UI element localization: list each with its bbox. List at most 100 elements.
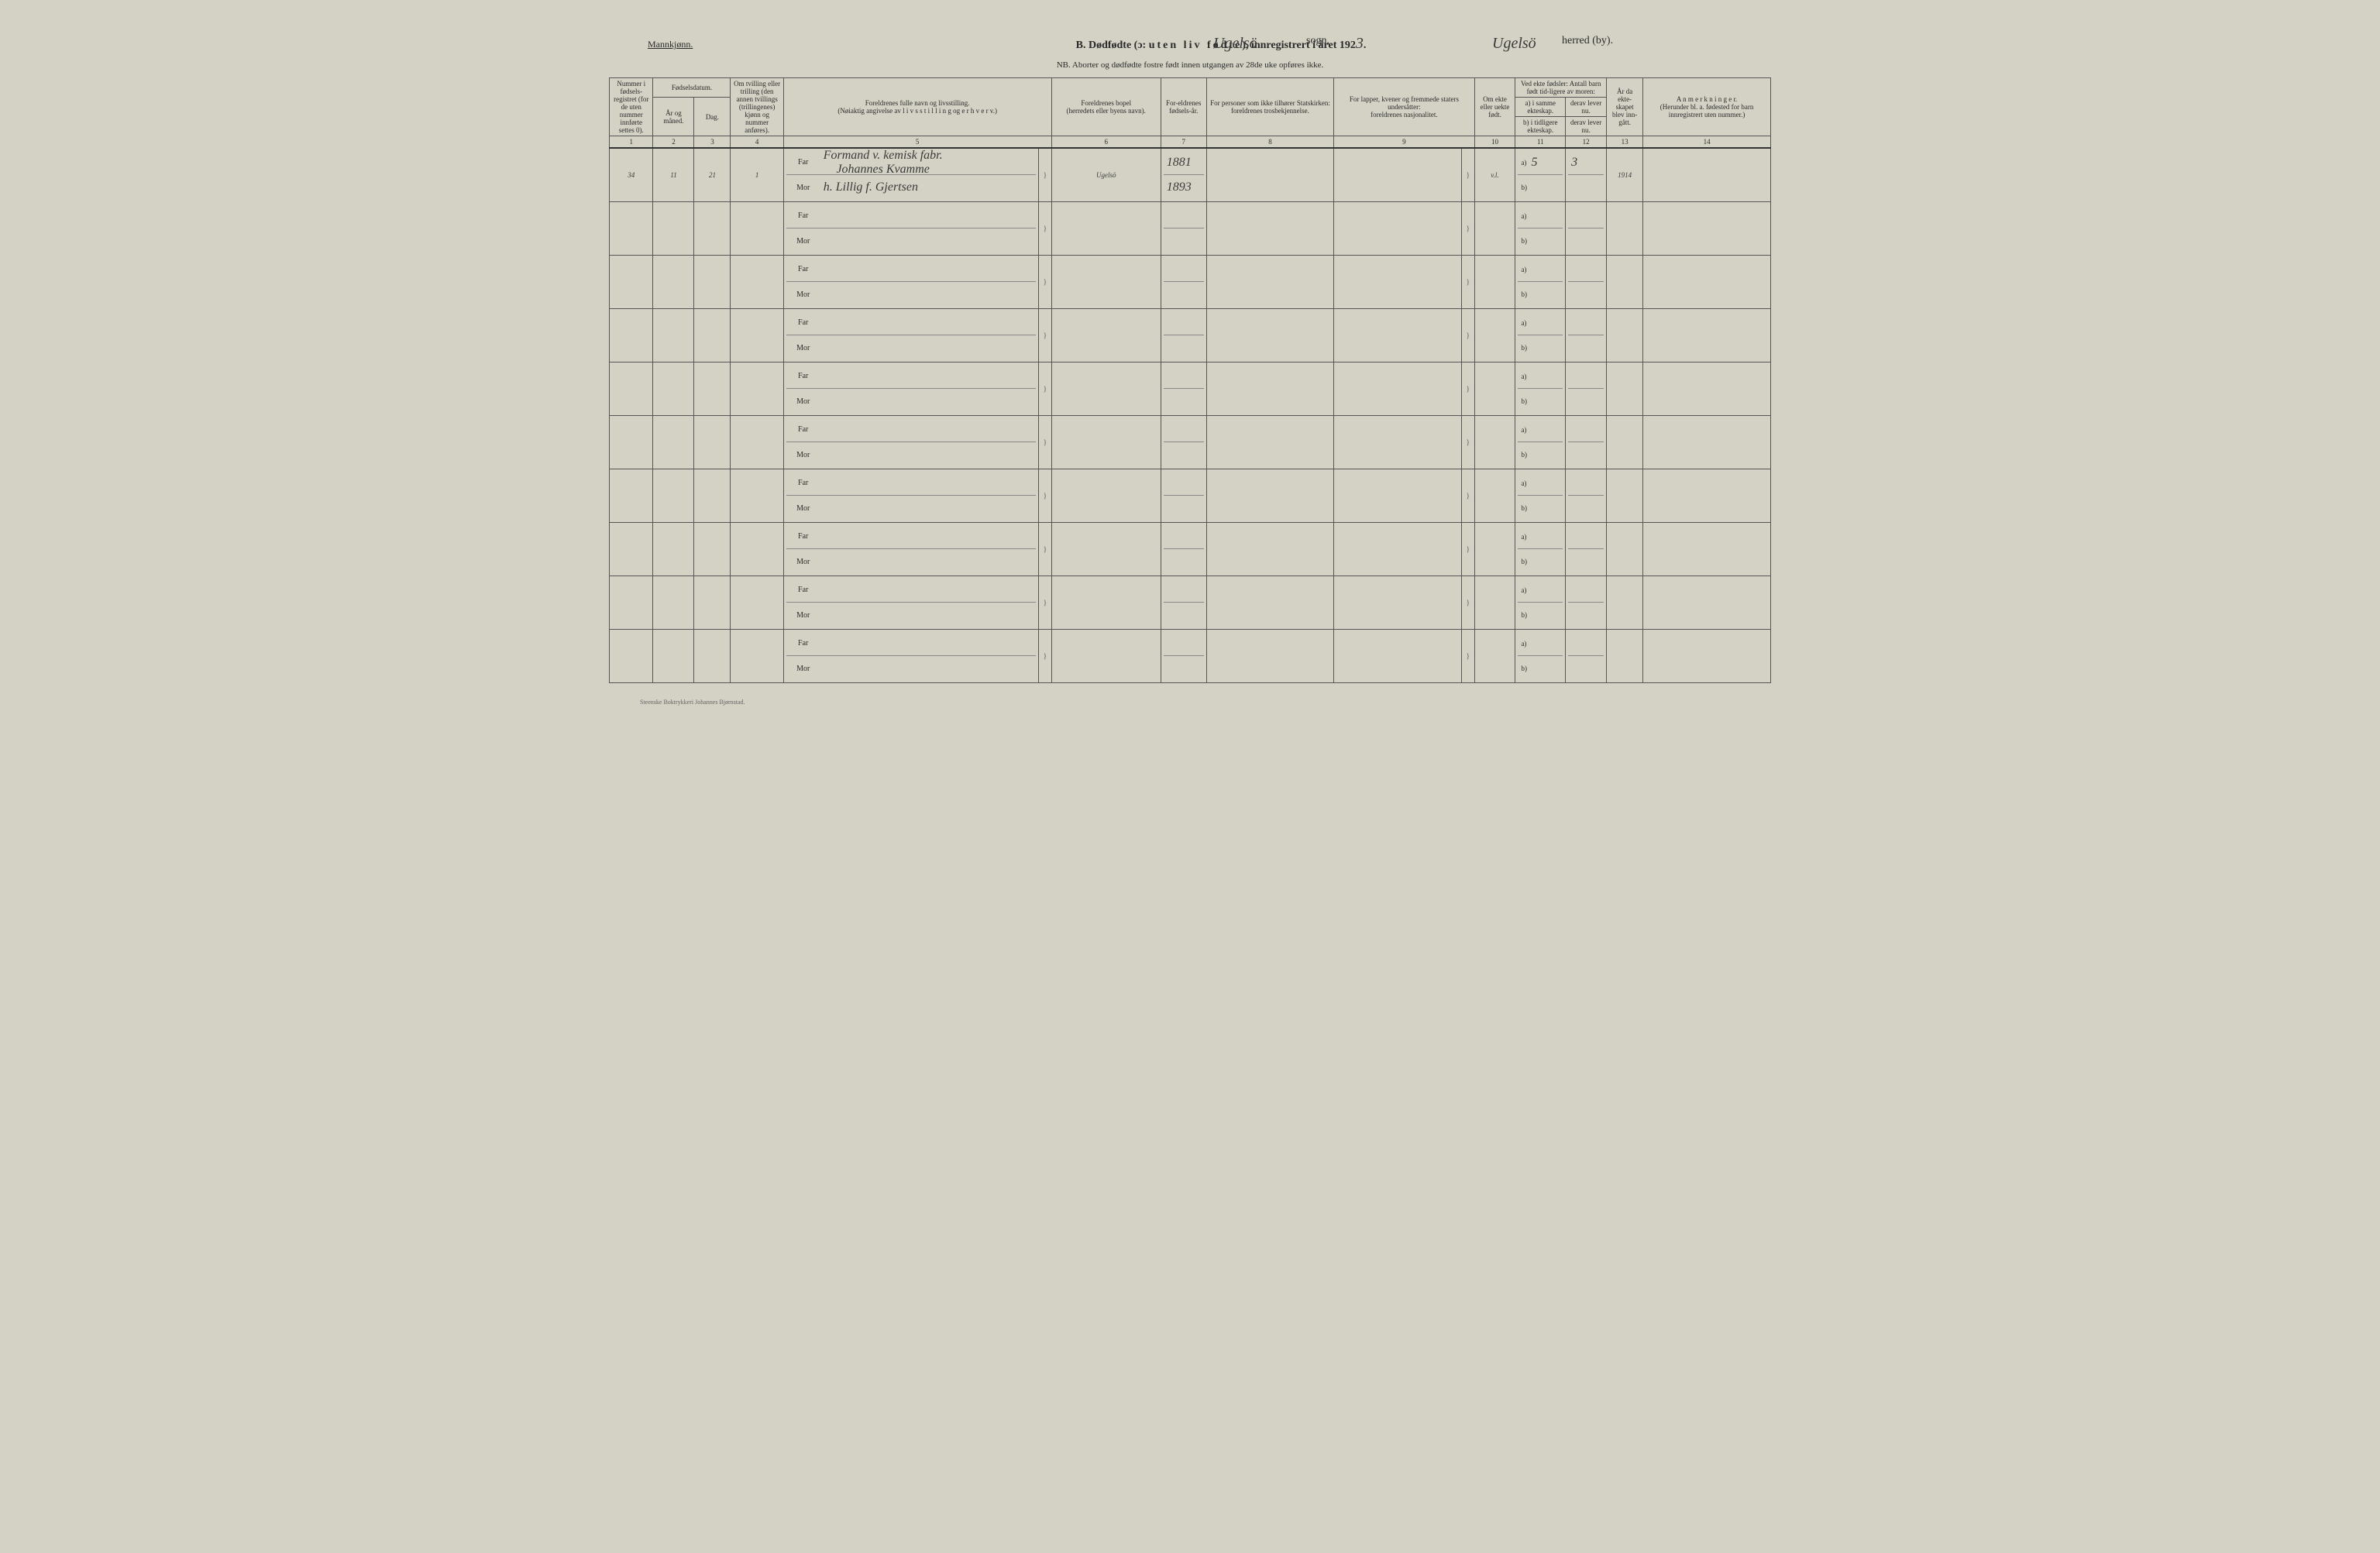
cell-nationality — [1334, 416, 1462, 469]
table-row: FarMor}}a)b) — [610, 362, 1771, 416]
cell-twin: 1 — [731, 148, 783, 202]
cell-13 — [1607, 256, 1643, 309]
cell-11: a)b) — [1515, 362, 1566, 416]
colnum: 1 — [610, 136, 653, 149]
cell-bopel — [1051, 630, 1161, 683]
table-row: 34 11 21 1 Far Formand v. kemisk fabr. J… — [610, 148, 1771, 202]
colnum: 6 — [1051, 136, 1161, 149]
mor-label: Mor — [793, 665, 814, 673]
brace-icon: } — [1039, 416, 1051, 469]
cell-remarks — [1643, 630, 1771, 683]
far-label: Far — [793, 265, 814, 273]
cell-religion — [1206, 148, 1334, 202]
cell-12 — [1566, 576, 1607, 630]
table-row: FarMor}}a)b) — [610, 202, 1771, 256]
cell-bopel — [1051, 416, 1161, 469]
cell-num — [610, 416, 653, 469]
cell-num — [610, 630, 653, 683]
cell-ym — [653, 202, 694, 256]
cell-ekte — [1474, 630, 1515, 683]
cell-nationality — [1334, 523, 1462, 576]
cell-num — [610, 362, 653, 416]
cell-13 — [1607, 202, 1643, 256]
table-row: FarMor}}a)b) — [610, 630, 1771, 683]
cell-remarks — [1643, 362, 1771, 416]
header-col4: Om tvilling eller trilling (den annen tv… — [731, 78, 783, 136]
far-label: Far — [793, 211, 814, 220]
cell-parent-years — [1161, 523, 1206, 576]
cell-13 — [1607, 309, 1643, 362]
colnum: 4 — [731, 136, 783, 149]
table-row: FarMor}}a)b) — [610, 469, 1771, 523]
title-prefix: B. Dødfødte (ɔ: — [1076, 40, 1147, 51]
mor-label: Mor — [793, 558, 814, 566]
cell-bopel — [1051, 309, 1161, 362]
cell-parents: FarMor — [783, 576, 1038, 630]
sogn-handwritten: Ugelsö — [1213, 35, 1257, 53]
cell-num — [610, 202, 653, 256]
cell-parent-years — [1161, 362, 1206, 416]
cell-ym — [653, 576, 694, 630]
mor-label: Mor — [793, 290, 814, 299]
cell-nationality — [1334, 630, 1462, 683]
colnum: 12 — [1566, 136, 1607, 149]
cell-ekte — [1474, 256, 1515, 309]
cell-remarks — [1643, 309, 1771, 362]
cell-ym — [653, 523, 694, 576]
brace-icon: } — [1039, 148, 1051, 202]
cell-twin — [731, 630, 783, 683]
cell-nationality — [1334, 469, 1462, 523]
cell-12 — [1566, 416, 1607, 469]
cell-day — [694, 256, 731, 309]
brace-icon: } — [1039, 309, 1051, 362]
cell-ym — [653, 469, 694, 523]
table-row: FarMor}}a)b) — [610, 309, 1771, 362]
colnum: 11 — [1515, 136, 1566, 149]
cell-11: a)b) — [1515, 469, 1566, 523]
far-label: Far — [793, 586, 814, 594]
cell-ekte — [1474, 362, 1515, 416]
herred-label: herred (by). — [1562, 35, 1613, 47]
cell-ekte — [1474, 523, 1515, 576]
header-col2a: År og måned. — [653, 98, 694, 136]
cell-ekte — [1474, 309, 1515, 362]
mor-text: h. Lillig f. Gjertsen — [824, 180, 918, 194]
cell-remarks — [1643, 416, 1771, 469]
colnum: 8 — [1206, 136, 1334, 149]
cell-bopel — [1051, 362, 1161, 416]
cell-12 — [1566, 309, 1607, 362]
cell-ym: 11 — [653, 148, 694, 202]
cell-num — [610, 256, 653, 309]
cell-parent-years — [1161, 309, 1206, 362]
header-col11d: derav lever nu. — [1566, 117, 1607, 136]
mor-label: Mor — [793, 397, 814, 406]
table-body: 34 11 21 1 Far Formand v. kemisk fabr. J… — [610, 148, 1771, 683]
table-row: FarMor}}a)b) — [610, 256, 1771, 309]
brace-icon: } — [1462, 309, 1474, 362]
table-row: FarMor}}a)b) — [610, 523, 1771, 576]
cell-parent-years — [1161, 469, 1206, 523]
cell-religion — [1206, 362, 1334, 416]
cell-11: a)b) — [1515, 309, 1566, 362]
ledger-table: Nummer i fødsels-registret (for de uten … — [609, 77, 1771, 683]
cell-12 — [1566, 362, 1607, 416]
brace-icon: } — [1462, 523, 1474, 576]
cell-twin — [731, 256, 783, 309]
cell-nationality — [1334, 362, 1462, 416]
cell-num — [610, 576, 653, 630]
cell-ym — [653, 630, 694, 683]
far-label: Far — [793, 532, 814, 541]
brace-icon: } — [1462, 416, 1474, 469]
table-row: FarMor}}a)b) — [610, 416, 1771, 469]
column-numbers-row: 1 2 3 4 5 6 7 8 9 10 11 12 13 14 — [610, 136, 1771, 149]
cell-religion — [1206, 416, 1334, 469]
cell-bopel — [1051, 469, 1161, 523]
cell-religion — [1206, 630, 1334, 683]
mor-label: Mor — [793, 184, 814, 192]
header-col8: For personer som ikke tilhører Statskirk… — [1206, 78, 1334, 136]
cell-parent-years — [1161, 256, 1206, 309]
cell-remarks — [1643, 469, 1771, 523]
far-label: Far — [793, 639, 814, 648]
cell-12 — [1566, 202, 1607, 256]
far-label: Far — [793, 425, 814, 434]
